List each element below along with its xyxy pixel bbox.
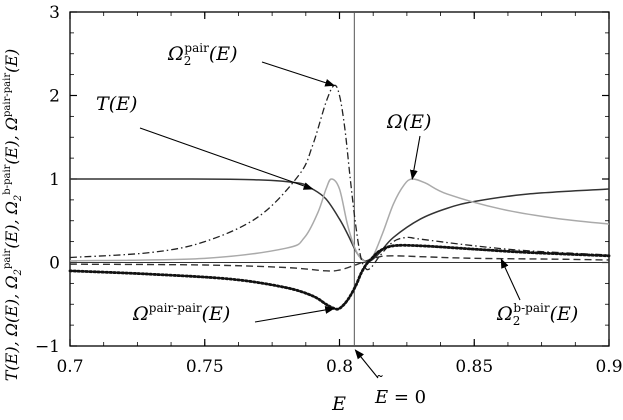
vline-label-tilde: ˜ — [376, 372, 384, 391]
annotation-omega2-pair: Ω2pair(E) — [167, 41, 238, 68]
y-tick-label: −1 — [35, 337, 60, 357]
y-tick-label: 1 — [49, 170, 60, 190]
annotation-layer: T(E) Ω2pair(E) Ω(E) Ωpair-pair(E) Ω2b-pair(E… — [96, 41, 578, 379]
annotation-omega-arrow — [409, 135, 421, 180]
vline-label: E = 0 — [374, 387, 426, 408]
x-tick-label: 0.7 — [56, 357, 83, 377]
x-tick-label: 0.85 — [455, 357, 493, 377]
annotation-omega-pair-pair-arrow — [254, 306, 336, 323]
annotation-omega2-pair-arrow — [261, 61, 336, 87]
x-tick-label: 0.8 — [326, 357, 353, 377]
annotation-t-arrow — [139, 127, 314, 190]
y-tick-label: 0 — [49, 254, 60, 274]
annotation-omega2-b-pair-arrow — [500, 258, 521, 301]
y-tick-label: 3 — [49, 3, 60, 23]
annotation-omega: Ω(E) — [386, 111, 431, 133]
series-omega-pair-pair-line — [68, 243, 611, 311]
axis-ticks: 0.7 0.75 0.8 0.85 0.9 −1 0 1 2 3 — [35, 3, 623, 377]
x-axis-label: E — [331, 393, 346, 415]
vline-arrow — [354, 349, 379, 379]
annotation-omega2-b-pair: Ω2b-pair(E) — [496, 301, 578, 328]
y-tick-label: 2 — [49, 87, 60, 107]
series-omega2-b-pair-line — [69, 255, 610, 272]
annotation-omega-pair-pair: Ωpair-pair(E) — [132, 301, 230, 325]
series-layer — [68, 12, 611, 346]
series-omega2-pair-line — [69, 84, 610, 271]
x-tick-label: 0.9 — [595, 357, 622, 377]
x-tick-label: 0.75 — [186, 357, 224, 377]
y-axis-label: T(E), Ω(E), Ω2pair(E), Ω2b-pair(E), Ωpai… — [2, 49, 24, 382]
annotation-t: T(E) — [96, 93, 137, 115]
